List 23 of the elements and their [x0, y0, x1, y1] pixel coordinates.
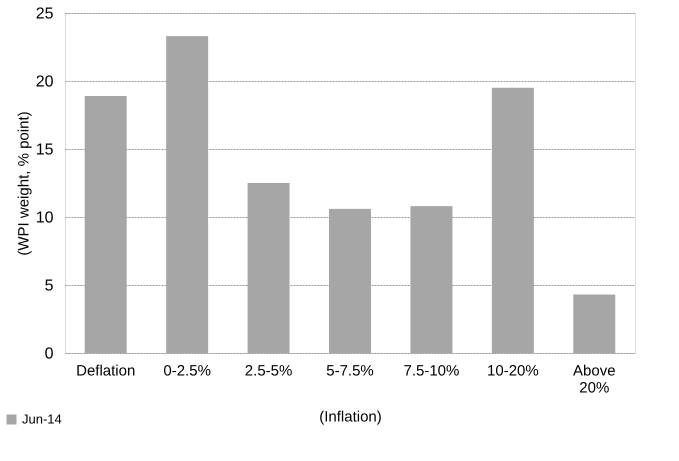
y-axis-title: (WPI weight, % point) [16, 111, 33, 256]
x-tick-label: Above 20% [573, 362, 616, 396]
bar [248, 183, 290, 353]
x-tick-label: Deflation [76, 362, 136, 380]
x-tick-label: 0-2.5% [163, 362, 211, 380]
bar [492, 88, 534, 353]
x-tick-label: 10-20% [487, 362, 539, 380]
x-axis-title: (Inflation) [319, 408, 382, 426]
legend-label: Jun-14 [22, 412, 62, 426]
bar [329, 208, 371, 353]
bar [410, 206, 452, 353]
bar [573, 294, 616, 353]
y-tick-label: 10 [36, 210, 54, 226]
y-tick-label: 0 [44, 346, 54, 362]
bar [166, 36, 208, 353]
bar [84, 96, 127, 353]
y-tick-label: 25 [36, 6, 54, 22]
x-tick-label: 7.5-10% [403, 362, 460, 380]
y-tick-label: 5 [44, 278, 54, 294]
y-tick-label: 20 [36, 74, 54, 90]
y-tick-label: 15 [36, 142, 54, 158]
x-tick-label: 5-7.5% [326, 362, 374, 380]
x-tick-label: 2.5-5% [244, 362, 292, 380]
